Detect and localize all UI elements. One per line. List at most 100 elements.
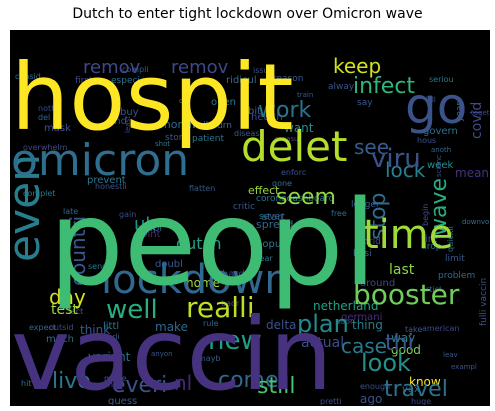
word-wear: wear xyxy=(253,254,273,263)
word-new: new xyxy=(208,326,262,356)
word-caus: caus xyxy=(236,222,255,231)
word-littl: littl xyxy=(103,321,119,332)
word-want: want xyxy=(284,121,314,135)
word-world: world xyxy=(356,237,381,247)
word-critic: critic xyxy=(233,202,255,212)
word-huge: huge xyxy=(411,397,431,405)
word-lockdown: lockdown xyxy=(101,257,290,303)
word-wave: wave xyxy=(427,178,452,236)
word-issu: issu xyxy=(253,66,269,75)
word-come: come xyxy=(218,368,279,393)
word-honestli: honestli xyxy=(95,182,127,191)
word-drop: drop xyxy=(421,242,442,252)
word-omicron: omicron xyxy=(11,135,189,186)
word-find: find xyxy=(108,116,127,127)
word-viru: viru xyxy=(371,144,421,174)
word-say: say xyxy=(357,98,373,108)
word-especi: especi xyxy=(111,76,140,86)
word-week: week xyxy=(427,160,453,171)
word-scienc: scienc xyxy=(435,155,443,177)
word-happen: happen xyxy=(83,380,113,389)
word-health: health xyxy=(251,112,283,123)
word-quickli: quickli xyxy=(446,226,455,252)
word-reason: reason xyxy=(273,74,303,84)
word-fulli-vaccin: fulli vaccin xyxy=(479,278,489,326)
word-prevent: prevent xyxy=(87,175,126,186)
word-hospit: hospit xyxy=(11,44,294,151)
word-seem: seem xyxy=(276,185,336,210)
word-look: look xyxy=(361,349,411,377)
word-germani: germani xyxy=(341,312,382,323)
word-coupl: coupl xyxy=(135,223,162,234)
word-mask: mask xyxy=(44,123,71,134)
word-tire: tire xyxy=(421,234,438,245)
word-open: open xyxy=(211,97,236,108)
word-peopl: peopl xyxy=(49,174,376,312)
word-articl: articl xyxy=(421,285,441,294)
word-much: much xyxy=(46,334,74,345)
word-limit: limit xyxy=(445,254,465,264)
word-shot: shot xyxy=(155,140,170,148)
word-remov: remov xyxy=(171,57,229,78)
word-delet: delet xyxy=(241,122,347,171)
word-day: day xyxy=(49,285,86,309)
word-send: send xyxy=(88,262,107,271)
word-variant: variant xyxy=(88,350,131,364)
word-thi: thi xyxy=(385,331,414,356)
word-good: good xyxy=(391,343,421,357)
word-spread: spread xyxy=(256,218,294,231)
word-plan: plan xyxy=(297,310,349,338)
word-train: train xyxy=(297,91,313,99)
word-doubl: doubl xyxy=(155,259,183,270)
chart-title: Dutch to enter tight lockdown over Omicr… xyxy=(72,6,423,22)
word-year: year xyxy=(455,102,465,122)
word-booster: booster xyxy=(353,278,460,311)
word-late: late xyxy=(63,207,78,216)
word-vaccin: vaccin xyxy=(11,296,333,405)
word-month: month xyxy=(160,118,196,131)
word-made: made xyxy=(104,374,127,383)
word-melbourn: melbourn xyxy=(189,121,232,131)
word-think: think xyxy=(80,323,110,337)
word-dutch: dutch xyxy=(176,234,222,253)
word-badr: badr xyxy=(221,299,240,308)
word-live: live xyxy=(52,369,91,394)
word-vax: vax xyxy=(402,384,420,395)
word-leav: leav xyxy=(443,351,458,359)
word-case: case xyxy=(341,334,387,358)
word-last: last xyxy=(389,262,415,278)
word-delta: delta xyxy=(266,318,296,332)
word-way: way xyxy=(391,331,415,345)
word-lock: lock xyxy=(385,158,426,182)
word-home: home xyxy=(186,276,220,290)
word-complet: complet xyxy=(23,189,55,198)
word-cloud: downvottogethanothtrainfullcitimeasuratt… xyxy=(10,30,490,406)
word-busi: busi xyxy=(353,249,372,259)
word-uk: uk xyxy=(134,214,156,235)
word-time: time xyxy=(363,212,453,258)
word-togeth: togeth xyxy=(471,109,489,117)
word-problem: problem xyxy=(438,271,475,281)
word-realli: realli xyxy=(186,291,255,324)
word-effect: effect xyxy=(248,184,280,197)
word-fact: fact xyxy=(68,307,83,316)
word-measur: measur xyxy=(275,135,301,143)
word-compli: compli xyxy=(122,65,149,74)
word-sever: sever xyxy=(259,212,284,222)
word-guess: guess xyxy=(108,396,137,405)
word-hard: hard xyxy=(222,269,245,280)
word-overwhelm: overwhelm xyxy=(23,143,68,152)
word-everi: everi xyxy=(112,373,167,398)
word-popul: popul xyxy=(256,239,284,250)
word-coronadashboard: coronadashboard xyxy=(256,194,334,204)
word-go: go xyxy=(405,77,467,135)
word-ridicul: ridicul xyxy=(226,75,257,86)
word-hit: hit xyxy=(21,379,31,388)
word-free: free xyxy=(331,209,347,218)
word-see: see xyxy=(354,135,389,159)
word-patient: patient xyxy=(192,134,224,144)
word-expect: expect xyxy=(29,323,56,332)
word-even: even xyxy=(11,154,50,262)
word-travel: travel xyxy=(384,377,448,402)
